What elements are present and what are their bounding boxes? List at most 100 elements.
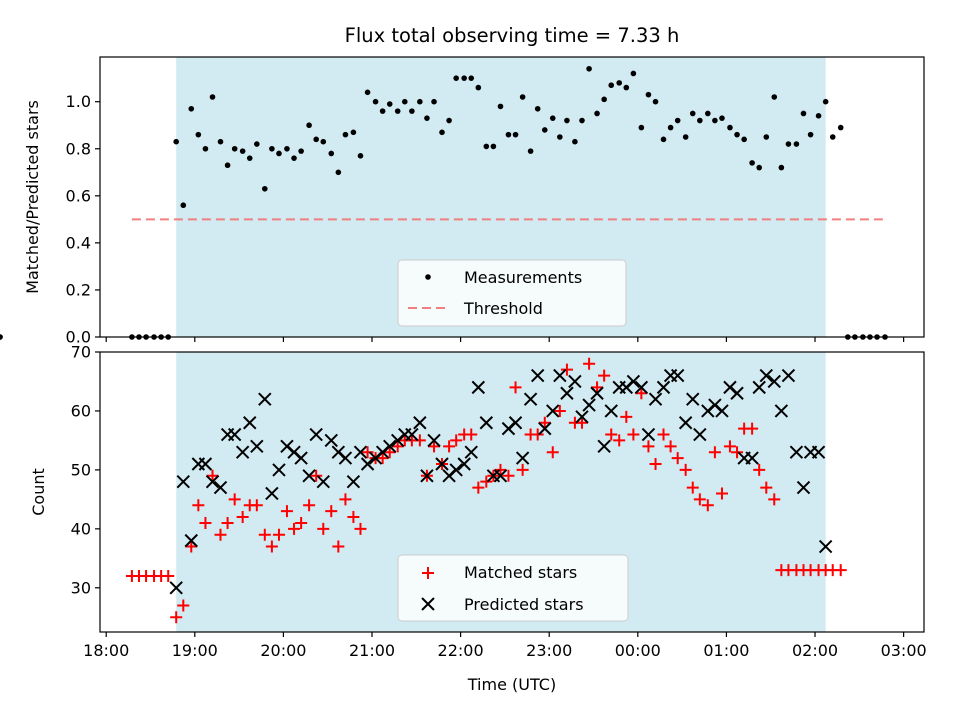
predicted-point	[169, 581, 183, 595]
ratio-panel: 0.0 0.2 0.4 0.6 0.8 1.0 Matched/Predicted sta…	[0, 56, 925, 347]
matched-point	[531, 428, 544, 441]
data-point	[712, 117, 718, 124]
data-point	[306, 122, 312, 129]
matched-point	[664, 440, 677, 453]
matched-point	[280, 505, 293, 518]
data-point	[386, 101, 393, 107]
count-panel: 30 40 50 60 70 18:00 19:00 20:00 21:00 22:00 23:0…	[29, 343, 927, 695]
matched-point	[376, 452, 389, 465]
matched-point	[317, 522, 330, 535]
data-point	[0, 334, 3, 340]
y-tick-label: 0.0	[66, 328, 91, 347]
data-point	[180, 202, 187, 209]
predicted-point	[479, 416, 494, 430]
data-point	[519, 94, 526, 100]
data-point	[549, 115, 556, 121]
predicted-point	[420, 469, 434, 483]
data-point	[262, 185, 268, 192]
matched-point	[170, 611, 183, 624]
y-tick-label: 0.6	[66, 186, 91, 205]
matched-point	[553, 404, 566, 417]
matched-point	[575, 416, 588, 429]
data-point	[527, 148, 534, 154]
matched-point	[671, 452, 684, 465]
data-point	[431, 98, 437, 105]
data-point	[734, 131, 740, 138]
matched-point	[560, 363, 573, 376]
x-tick-label: 01:00	[703, 641, 749, 660]
data-point	[298, 148, 304, 154]
data-point	[505, 131, 512, 138]
matched-point	[303, 499, 316, 512]
matched-point	[509, 381, 522, 394]
matched-point	[413, 434, 426, 447]
predicted-point	[604, 404, 618, 418]
y-tick-label: 60	[71, 401, 91, 420]
data-point	[564, 117, 570, 124]
data-point	[727, 124, 733, 131]
matched-point	[591, 381, 604, 394]
legend-plus-marker	[422, 567, 434, 579]
predicted-point	[227, 427, 242, 442]
predicted-point	[796, 480, 811, 495]
predicted-point	[530, 368, 545, 383]
data-point	[749, 160, 755, 166]
matched-point	[480, 475, 493, 488]
x-axis-ticks: 18:00 19:00 20:00 21:00 22:00 23:00 00:00 01:00…	[83, 632, 927, 660]
x-tick-label: 23:00	[526, 641, 572, 660]
plot-frame	[99, 56, 925, 338]
x-tick-label: 21:00	[349, 641, 395, 660]
matched-point	[494, 463, 507, 476]
legend-label-predicted: Predicted stars	[464, 595, 584, 614]
predicted-point	[464, 445, 478, 459]
predicted-point	[316, 474, 330, 489]
matched-point	[272, 528, 285, 541]
matched-point	[465, 428, 478, 441]
matched-point	[339, 493, 352, 506]
data-point	[741, 136, 747, 143]
data-point	[239, 148, 246, 154]
data-point	[763, 134, 770, 140]
predicted-point	[213, 480, 228, 495]
x-tick-label: 18:00	[83, 641, 129, 660]
data-point	[394, 108, 401, 114]
predicted-point	[258, 392, 272, 406]
matched-point	[332, 540, 345, 553]
predicted-point	[302, 469, 316, 483]
matched-point	[502, 469, 515, 482]
x-axis-label: Time (UTC)	[467, 675, 556, 694]
star-count-points	[125, 357, 847, 624]
predicted-point	[405, 427, 419, 442]
data-point	[534, 105, 541, 112]
predicted-point	[449, 463, 463, 477]
predicted-point	[575, 410, 589, 424]
matched-point	[295, 516, 308, 529]
y-tick-label: 50	[71, 460, 91, 479]
predicted-point	[243, 416, 257, 430]
data-point	[689, 110, 696, 117]
predicted-point	[745, 451, 759, 465]
predicted-point	[346, 474, 361, 489]
predicted-point	[184, 533, 198, 548]
data-point	[557, 134, 563, 140]
matched-point	[753, 463, 766, 476]
predicted-point	[568, 374, 582, 389]
chart-title: Flux total observing time = 7.33 h	[345, 24, 680, 47]
matched-point	[701, 499, 714, 512]
data-point	[335, 169, 342, 176]
predicted-point	[730, 386, 744, 400]
predicted-point	[250, 439, 264, 454]
data-point	[483, 143, 490, 150]
data-point	[475, 84, 482, 91]
predicted-point	[590, 386, 604, 400]
matched-point	[746, 422, 759, 435]
data-point	[778, 164, 785, 171]
matched-point	[546, 446, 559, 459]
matched-point	[686, 481, 699, 494]
matched-point	[627, 428, 640, 441]
predicted-point	[309, 427, 323, 442]
data-point	[490, 143, 497, 150]
predicted-point	[656, 380, 671, 395]
y-axis-label: Count	[29, 468, 48, 516]
matched-point	[162, 570, 175, 582]
